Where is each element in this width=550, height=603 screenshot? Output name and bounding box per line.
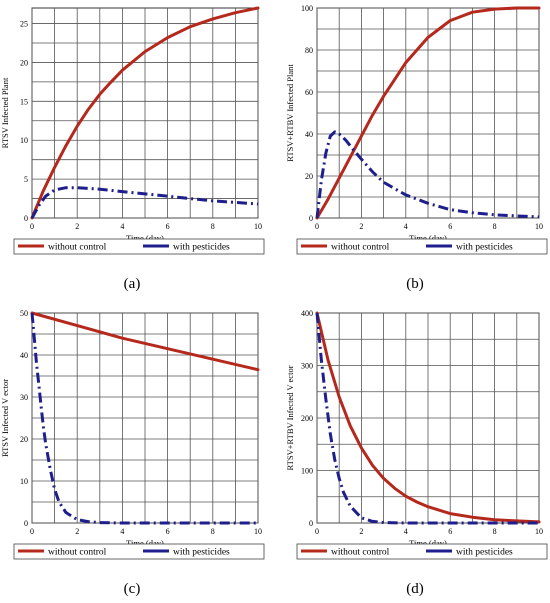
y-tick-label: 10 — [20, 136, 28, 145]
y-tick-label: 50 — [20, 309, 28, 318]
x-axis-label: Time (day) — [126, 538, 164, 548]
x-tick-label: 8 — [493, 222, 497, 231]
y-tick-label: 30 — [20, 393, 28, 402]
y-tick-label: 400 — [301, 309, 313, 318]
series-line-without-control — [315, 311, 541, 524]
legend-box — [13, 543, 265, 560]
legend-label: with pesticides — [456, 243, 513, 253]
legend-box — [13, 238, 265, 255]
y-tick-label: 40 — [305, 130, 313, 139]
y-axis-label: RTSV Infected Plant — [0, 77, 10, 148]
x-tick-label: 6 — [166, 527, 170, 536]
x-tick-label: 6 — [448, 222, 452, 231]
y-tick-label: 20 — [305, 172, 313, 181]
x-tick-label: 4 — [120, 222, 124, 231]
x-tick-label: 2 — [75, 527, 79, 536]
panel-a: 0 2 4 6 8 10 0 5 10 15 20 25 Time (day) RTSV Infected… — [0, 0, 275, 301]
x-tick-label: 2 — [359, 222, 363, 231]
panel-label-a: (a) — [123, 276, 141, 292]
legend-label: without control — [48, 548, 107, 558]
series-line-without-control — [30, 6, 260, 220]
x-tick-label: 4 — [404, 527, 408, 536]
legend: without control with pesticides — [13, 543, 265, 560]
y-axis-label: RTSV Infected V ector — [0, 379, 10, 457]
x-axis-label: Time (day) — [409, 233, 447, 243]
legend-label: without control — [48, 243, 107, 253]
x-tick-label: 10 — [535, 222, 543, 231]
panel-label-b: (b) — [406, 276, 424, 292]
y-tick-label: 15 — [20, 97, 28, 106]
y-tick-label: 40 — [20, 351, 28, 360]
y-tick-label: 25 — [20, 20, 28, 29]
series-line-with-pesticides — [315, 312, 539, 525]
legend: without control with pesticides — [296, 238, 548, 255]
chart-a: 0 2 4 6 8 10 0 5 10 15 20 25 Time (day) RTSV Infected… — [0, 6, 265, 255]
y-tick-label: 0 — [309, 214, 313, 223]
x-tick-label: 6 — [448, 527, 452, 536]
y-tick-label: 20 — [20, 435, 28, 444]
x-axis-label: Time (day) — [409, 538, 447, 548]
series-line-without-control — [30, 311, 260, 372]
x-tick-label: 0 — [30, 527, 34, 536]
chart-c: 0 2 4 6 8 10 0 10 20 30 40 50 Time (day) RTSV Infecte… — [0, 309, 265, 560]
legend-label: with pesticides — [173, 548, 230, 558]
y-tick-label: 10 — [20, 477, 28, 486]
x-tick-label: 2 — [359, 527, 363, 536]
series-line-with-pesticides — [315, 130, 540, 219]
y-axis-label: RTSV+RTBV Infected V ector — [285, 365, 295, 470]
panel-d: 0 2 4 6 8 10 0 100 200 300 400 Time (day) RTSV+RTBV … — [283, 305, 550, 603]
y-tick-label: 300 — [301, 362, 313, 371]
y-tick-label: 0 — [24, 214, 28, 223]
x-tick-label: 0 — [315, 527, 319, 536]
x-tick-label: 0 — [315, 222, 319, 231]
legend: without control with pesticides — [13, 238, 265, 255]
series-line-with-pesticides — [30, 312, 258, 525]
series-line-without-control — [315, 6, 541, 220]
legend-label: without control — [331, 548, 390, 558]
y-tick-label: 0 — [24, 519, 28, 528]
x-tick-label: 8 — [211, 222, 215, 231]
panel-c: 0 2 4 6 8 10 0 10 20 30 40 50 Time (day) RTSV Infecte… — [0, 305, 275, 603]
x-tick-label: 10 — [535, 527, 543, 536]
x-tick-label: 0 — [30, 222, 34, 231]
y-tick-label: 100 — [301, 467, 313, 476]
series-line-with-pesticides — [30, 186, 259, 219]
x-tick-label: 10 — [254, 222, 262, 231]
legend-label: without control — [331, 243, 390, 253]
x-tick-label: 10 — [254, 527, 262, 536]
y-tick-label: 100 — [301, 4, 313, 13]
panel-label-c: (c) — [123, 581, 141, 597]
x-tick-label: 2 — [75, 222, 79, 231]
x-tick-label: 6 — [166, 222, 170, 231]
panel-b: 0 2 4 6 8 10 0 20 40 60 80 100 Time (day) RTSV+RTBV I… — [283, 0, 550, 301]
x-tick-label: 4 — [120, 527, 124, 536]
y-tick-label: 0 — [309, 519, 313, 528]
legend-label: with pesticides — [456, 548, 513, 558]
x-tick-label: 4 — [404, 222, 408, 231]
y-tick-label: 20 — [20, 58, 28, 67]
panel-label-d: (d) — [406, 581, 424, 597]
x-tick-label: 8 — [493, 527, 497, 536]
y-tick-label: 200 — [301, 414, 313, 423]
x-tick-label: 8 — [211, 527, 215, 536]
y-tick-label: 60 — [305, 88, 313, 97]
legend-box — [296, 238, 548, 255]
y-tick-label: 80 — [305, 46, 313, 55]
legend-label: with pesticides — [173, 243, 230, 253]
y-axis-label: RTSV+RTBV Infected Plant — [285, 64, 295, 162]
legend: without control with pesticides — [296, 543, 548, 560]
x-axis-label: Time (day) — [126, 233, 164, 243]
legend-box — [296, 543, 548, 560]
y-tick-label: 5 — [24, 175, 28, 184]
